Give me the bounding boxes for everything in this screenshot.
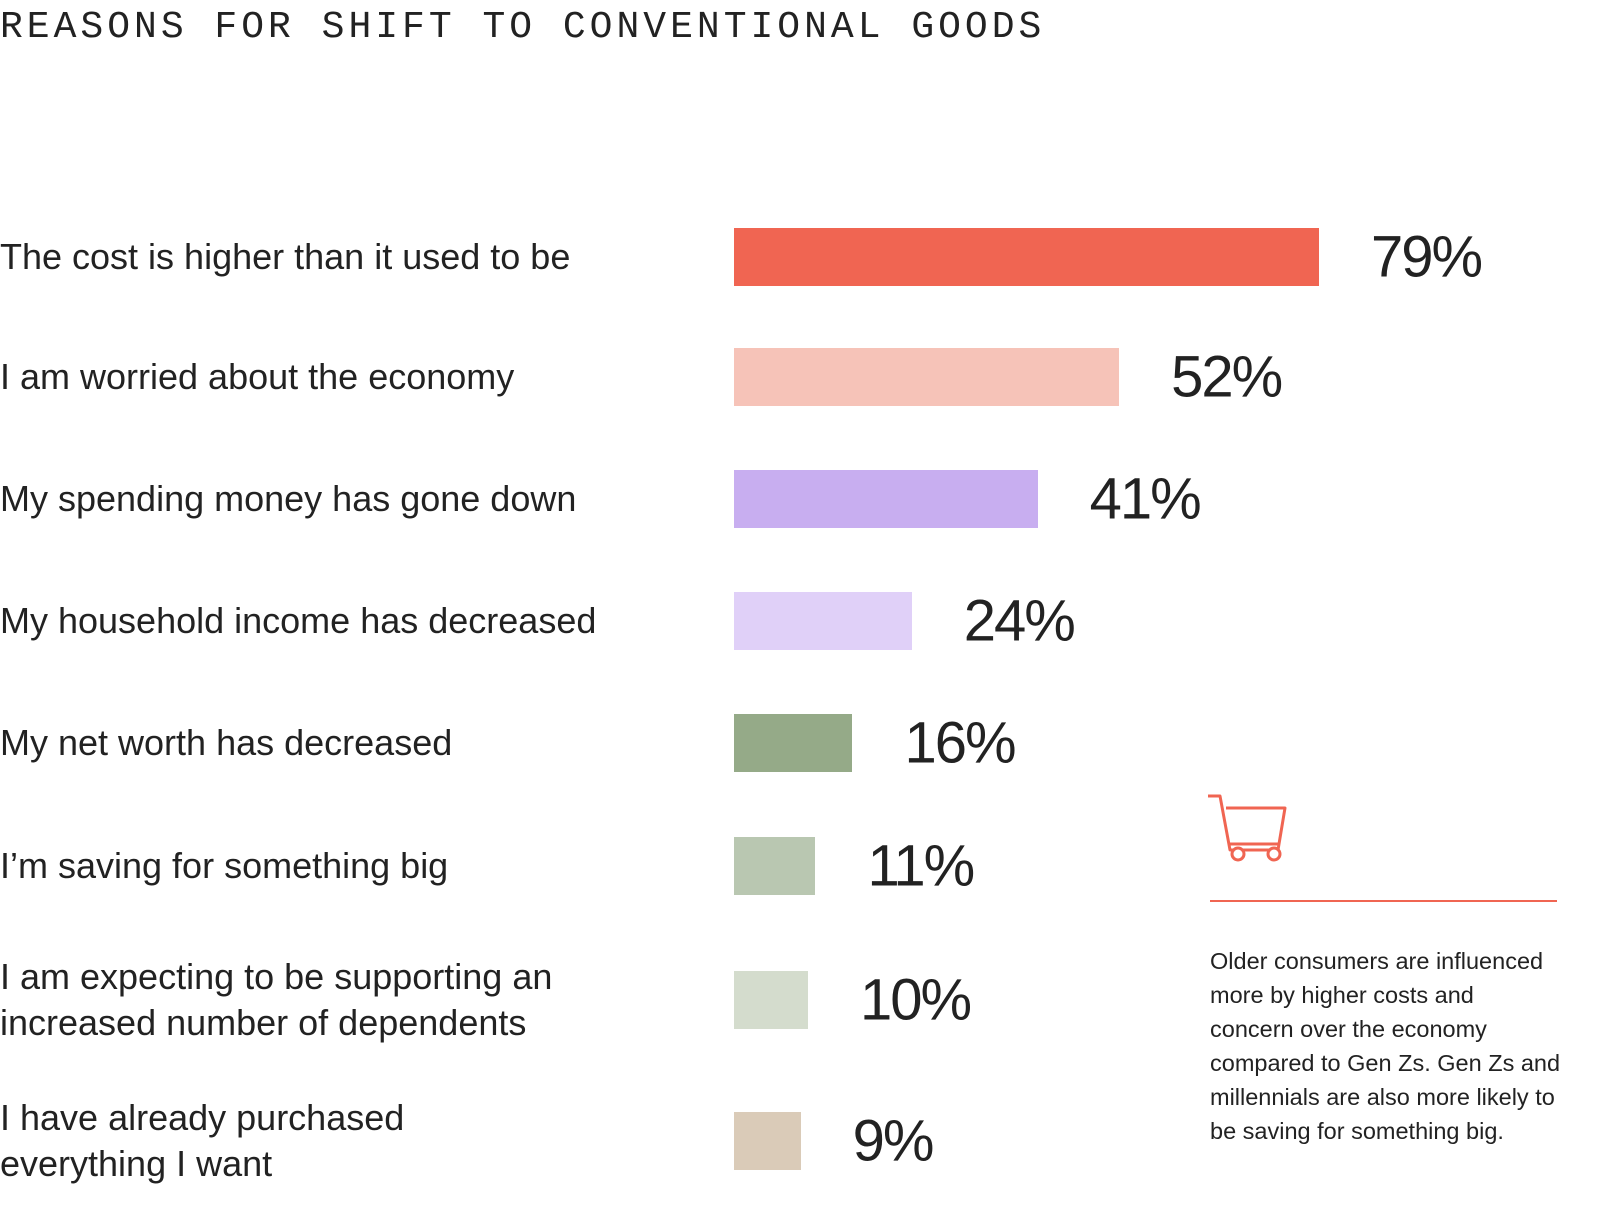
value-label: 11% <box>867 833 975 899</box>
bar <box>734 1112 801 1170</box>
value-label: 52% <box>1171 344 1283 410</box>
bar <box>734 228 1319 286</box>
bar <box>734 971 809 1029</box>
category-label: I’m saving for something big <box>0 845 449 886</box>
bar <box>734 592 912 650</box>
category-label: I have already purchased everything I wa… <box>0 1097 405 1184</box>
category-label: My net worth has decreased <box>0 722 453 763</box>
value-label: 79% <box>1371 224 1483 290</box>
value-label: 9% <box>852 1108 935 1174</box>
bar <box>734 714 853 772</box>
cart-decoration <box>1208 794 1557 902</box>
bar <box>734 470 1038 528</box>
category-label: My household income has decreased <box>0 600 597 641</box>
value-label: 41% <box>1089 466 1202 532</box>
category-label: I am worried about the economy <box>0 356 515 397</box>
category-label: The cost is higher than it used to be <box>0 236 571 277</box>
value-label: 10% <box>860 967 972 1033</box>
bar <box>734 348 1120 406</box>
category-label: My spending money has gone down <box>0 478 577 519</box>
value-label: 16% <box>904 710 1016 776</box>
category-label: I am expecting to be supporting an incre… <box>0 956 553 1043</box>
chart-title: REASONS FOR SHIFT TO CONVENTIONAL GOODS <box>0 6 1046 49</box>
annotation: Older consumers are influenced more by h… <box>1210 948 1561 1144</box>
bar <box>734 837 816 895</box>
value-label: 24% <box>963 588 1076 654</box>
